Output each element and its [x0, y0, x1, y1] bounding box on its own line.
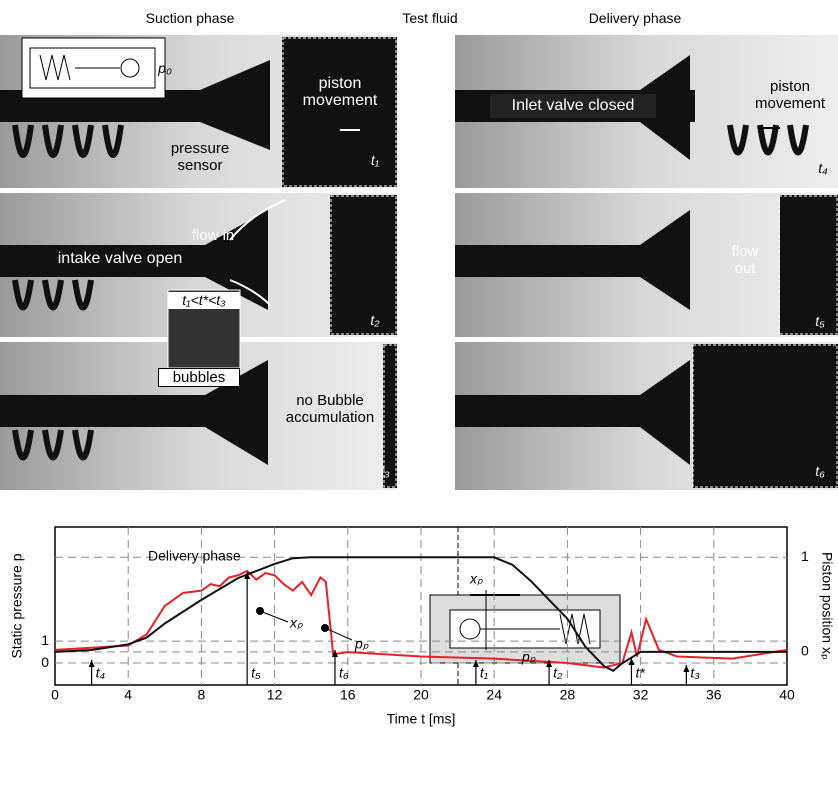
panel-label: t₅ [805, 313, 835, 330]
panel-label: t₁<t*<t₃ [168, 292, 240, 309]
page: Suction phase Test fluid Delivery phase … [0, 0, 838, 793]
panel-label: t₁ [360, 152, 390, 169]
panel-label: piston movement [745, 78, 835, 112]
annotation: pₚ [354, 636, 369, 652]
panel-label: bubbles [158, 368, 240, 387]
x-tick-label: 8 [198, 687, 206, 703]
x-tick-label: 40 [779, 687, 795, 703]
panel-label: Inlet valve closed [490, 97, 656, 114]
header: Test fluid [370, 10, 490, 27]
time-marker-label: t* [635, 665, 645, 681]
x-tick-label: 0 [51, 687, 59, 703]
panel-label: intake valve open [40, 250, 200, 267]
panel-label: flow out [720, 243, 770, 277]
time-marker-label: t₂ [553, 665, 563, 681]
x-tick-label: 24 [486, 687, 502, 703]
panel-label: flow in [178, 227, 248, 244]
panel-label: t₆ [805, 463, 835, 480]
chart: 0 4 8 12 16 20 24 28 32 36 40 0 1 0 1 Time t [ms] Static… [0, 500, 838, 793]
x-tick-label: 20 [413, 687, 429, 703]
x-tick-label: 28 [560, 687, 576, 703]
time-marker-label: t₃ [690, 665, 700, 681]
time-marker-head [89, 660, 95, 667]
y-axis-label: Static pressure p [9, 553, 25, 658]
panel-label: p₀ [150, 60, 180, 77]
annotation: Delivery phase [148, 548, 241, 564]
time-marker-label: t₁ [480, 665, 489, 681]
x-tick-label: 4 [124, 687, 132, 703]
y2-tick-label: 1 [801, 548, 809, 564]
y-tick-label: 0 [41, 654, 49, 670]
panel-label: pressure sensor [160, 140, 240, 174]
x-tick-label: 16 [340, 687, 356, 703]
panel-label: t₂ [360, 312, 390, 329]
panel-label: t₄ [808, 160, 838, 177]
time-marker-label: t₆ [339, 665, 349, 681]
panel-label: t₃ [370, 463, 400, 480]
y2-axis-label: Piston position xₚ [819, 552, 835, 660]
pointer [260, 611, 288, 622]
series-line [55, 557, 787, 671]
time-marker-label: t₅ [251, 665, 261, 681]
y-tick-label: 1 [41, 632, 49, 648]
time-marker-label: t₄ [96, 665, 106, 681]
header: Suction phase [120, 10, 260, 27]
annotation: pₚ [521, 649, 536, 665]
x-tick-label: 12 [267, 687, 283, 703]
x-tick-label: 32 [633, 687, 649, 703]
annotation: xₚ [469, 571, 483, 587]
y2-tick-label: 0 [801, 643, 809, 659]
x-axis-label: Time t [ms] [387, 711, 456, 727]
panel-label: piston movement [295, 75, 385, 109]
annotation: xₚ [289, 615, 303, 631]
panel-label: no Bubble accumulation [270, 392, 390, 426]
time-marker-head [683, 665, 689, 672]
header: Delivery phase [565, 10, 705, 27]
x-tick-label: 36 [706, 687, 722, 703]
